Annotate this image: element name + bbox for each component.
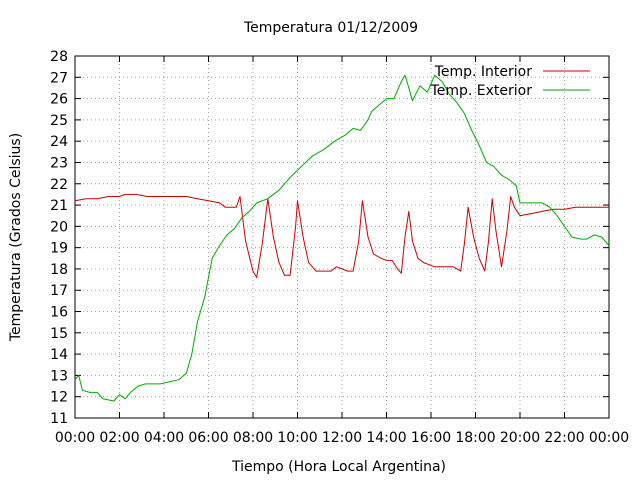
x-tick-label: 10:00	[277, 430, 317, 446]
y-tick-label: 26	[50, 92, 68, 108]
x-axis-label: Tiempo (Hora Local Argentina)	[231, 459, 446, 475]
y-tick-label: 16	[50, 305, 68, 321]
y-tick-label: 22	[50, 177, 68, 193]
x-tick-label: 22:00	[544, 430, 584, 446]
y-tick-label: 25	[50, 113, 68, 129]
legend-label: Temp. Interior	[434, 64, 533, 80]
y-tick-label: 20	[50, 219, 68, 235]
x-tick-label: 00:00	[589, 430, 629, 446]
tick-marks	[74, 55, 610, 419]
x-tick-label: 18:00	[455, 430, 495, 446]
legend: Temp. Interior Temp. Exterior	[430, 64, 590, 99]
x-tick-label: 06:00	[188, 430, 228, 446]
grid-lines	[75, 56, 609, 418]
y-tick-label: 17	[50, 283, 68, 299]
y-tick-label: 23	[50, 155, 68, 171]
x-tick-label: 12:00	[322, 430, 362, 446]
x-tick-label: 08:00	[233, 430, 273, 446]
x-tick-labels: 00:00 02:00 04:00 06:00 08:00 10:00 12:00 14:00…	[55, 430, 629, 446]
y-tick-label: 18	[50, 262, 68, 278]
y-tick-label: 28	[50, 49, 68, 65]
y-tick-label: 27	[50, 70, 68, 86]
y-tick-label: 24	[50, 134, 68, 150]
y-tick-label: 19	[50, 241, 68, 257]
y-tick-labels: 11 12 13 14 15 16 17 18 19 20 21 22 23 24 25 26 27 28	[50, 49, 68, 427]
y-tick-label: 21	[50, 198, 68, 214]
x-tick-label: 14:00	[366, 430, 406, 446]
y-tick-label: 14	[50, 347, 68, 363]
x-tick-label: 16:00	[411, 430, 451, 446]
series-lines	[74, 74, 610, 402]
y-tick-label: 12	[50, 390, 68, 406]
y-tick-label: 15	[50, 326, 68, 342]
x-tick-label: 04:00	[144, 430, 184, 446]
chart-title: Temperatura 01/12/2009	[243, 20, 418, 36]
x-tick-label: 00:00	[55, 430, 95, 446]
y-tick-label: 11	[50, 411, 68, 427]
y-tick-label: 13	[50, 368, 68, 384]
y-axis-label: Temperatura (Grados Celsius)	[8, 133, 24, 342]
series-line-0	[74, 193, 609, 278]
legend-label: Temp. Exterior	[430, 83, 533, 99]
x-tick-label: 02:00	[99, 430, 139, 446]
x-tick-label: 20:00	[500, 430, 540, 446]
series-line-1	[74, 74, 610, 402]
